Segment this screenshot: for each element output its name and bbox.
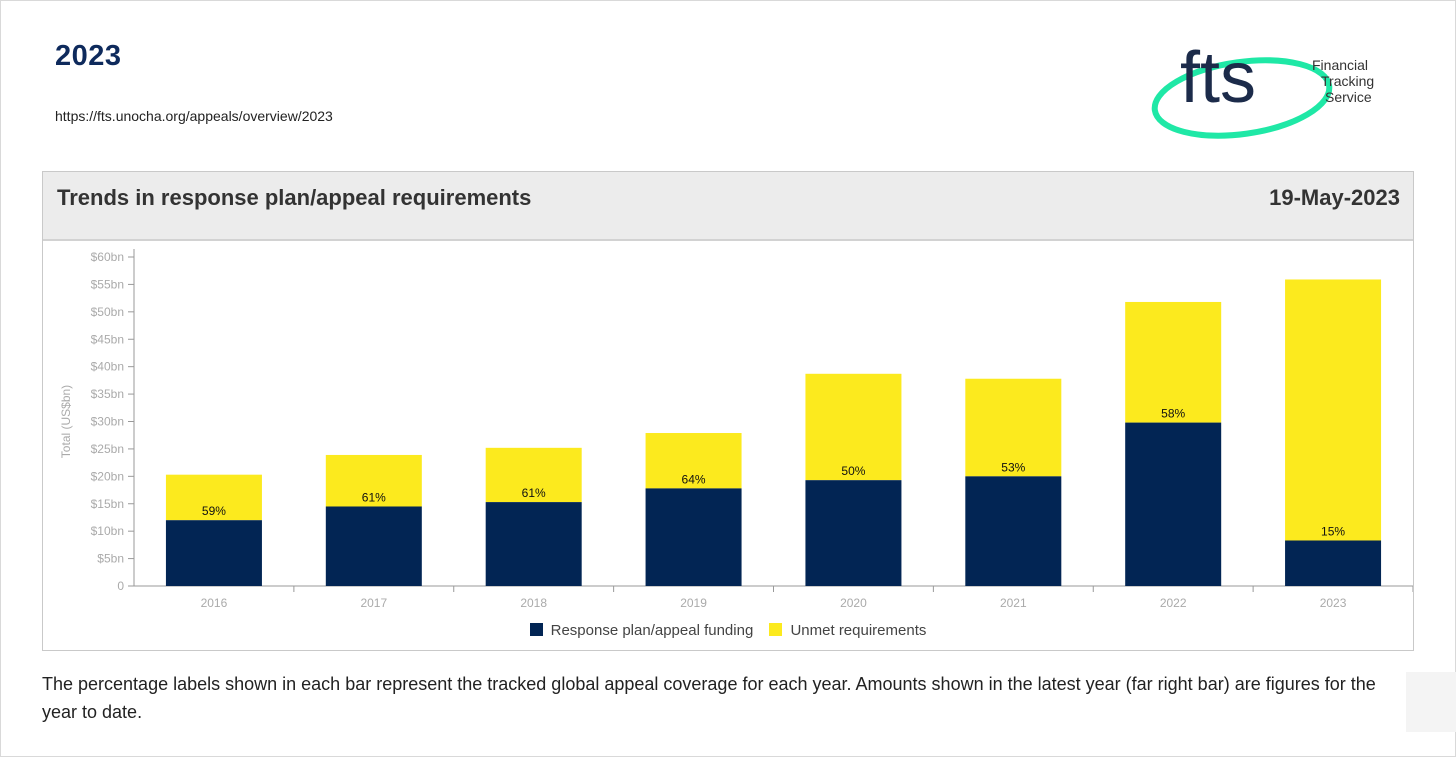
page-title: 2023 — [55, 40, 122, 72]
chart-plot: 0 $5bn $10bn $15bn $20bn $25bn $30bn $35bn $40bn… — [59, 249, 1413, 610]
bar-label-2020: 50% — [841, 464, 865, 478]
source-url[interactable]: https://fts.unocha.org/appeals/overview/… — [55, 108, 333, 124]
bar-label-2019: 64% — [682, 472, 706, 486]
y-tick-label: 0 — [117, 579, 124, 593]
bar-label-2018: 61% — [522, 486, 546, 500]
bar-unmet-2021 — [965, 378, 1062, 477]
legend-swatch-unmet — [769, 623, 783, 636]
y-tick-label: $45bn — [91, 332, 124, 346]
x-tick-label-2018: 2018 — [520, 596, 547, 610]
chart-footnote: The percentage labels shown in each bar … — [42, 674, 1376, 722]
bar-label-2016: 59% — [202, 504, 226, 518]
y-tick-label: $40bn — [91, 360, 124, 374]
chart-panel: Trends in response plan/appeal requireme… — [42, 171, 1414, 651]
y-axis-label: Total (US$bn) — [59, 385, 73, 458]
x-tick-label-2020: 2020 — [840, 596, 867, 610]
chart-date: 19-May-2023 — [1269, 185, 1400, 210]
x-tick-label-2022: 2022 — [1160, 596, 1187, 610]
bar-unmet-2020 — [805, 373, 902, 481]
legend-label-unmet: Unmet requirements — [790, 622, 927, 639]
y-tick-label: $25bn — [91, 442, 124, 456]
fts-logo: fts Financial Tracking Service — [1151, 38, 1374, 139]
y-tick-label: $5bn — [97, 552, 124, 566]
y-tick-label: $30bn — [91, 415, 124, 429]
logo-line-service: Service — [1325, 89, 1372, 105]
x-tick-label-2023: 2023 — [1320, 596, 1347, 610]
side-tab — [1406, 672, 1456, 732]
legend-swatch-funding — [529, 623, 543, 636]
bar-unmet-2018 — [485, 447, 582, 503]
bar-funding-2016 — [165, 520, 262, 586]
logo-line-financial: Financial — [1312, 57, 1368, 73]
x-tick-label-2017: 2017 — [360, 596, 387, 610]
x-tick-label-2019: 2019 — [680, 596, 707, 610]
y-tick-label: $50bn — [91, 305, 124, 319]
bar-label-2022: 58% — [1161, 407, 1185, 421]
bar-unmet-2023 — [1285, 279, 1382, 541]
y-tick-label: $15bn — [91, 497, 124, 511]
bar-label-2017: 61% — [362, 490, 386, 504]
x-tick-label-2016: 2016 — [201, 596, 228, 610]
chart-panel-header: Trends in response plan/appeal requireme… — [43, 172, 1413, 241]
bar-unmet-2017 — [325, 454, 422, 507]
logo-swoosh — [1151, 57, 1333, 139]
bar-label-2023: 15% — [1321, 524, 1345, 538]
legend-label-funding: Response plan/appeal funding — [550, 622, 754, 639]
logo-wordmark: fts — [1180, 38, 1256, 118]
bar-funding-2017 — [325, 506, 422, 586]
y-tick-label: $10bn — [91, 524, 124, 538]
chart-legend: Response plan/appeal funding Unmet requi… — [43, 622, 1413, 639]
bar-unmet-2019 — [645, 433, 742, 489]
y-tick-label: $35bn — [91, 387, 124, 401]
y-tick-label: $60bn — [91, 250, 124, 264]
bar-unmet-2016 — [165, 474, 262, 521]
bar-funding-2019 — [645, 488, 742, 586]
bar-funding-2018 — [485, 502, 582, 586]
bar-funding-2022 — [1125, 422, 1222, 586]
chart-title: Trends in response plan/appeal requireme… — [57, 185, 532, 210]
y-tick-label: $55bn — [91, 277, 124, 291]
legend-item-unmet[interactable]: Unmet requirements — [769, 622, 926, 639]
bar-funding-2021 — [965, 476, 1062, 586]
logo-line-tracking: Tracking — [1321, 73, 1374, 89]
bar-funding-2023 — [1285, 540, 1382, 586]
legend-item-funding[interactable]: Response plan/appeal funding — [529, 622, 754, 639]
x-tick-label-2021: 2021 — [1000, 596, 1027, 610]
y-tick-label: $20bn — [91, 469, 124, 483]
bar-funding-2020 — [805, 480, 902, 586]
bar-label-2021: 53% — [1001, 460, 1025, 474]
bar-unmet-2022 — [1125, 301, 1222, 423]
